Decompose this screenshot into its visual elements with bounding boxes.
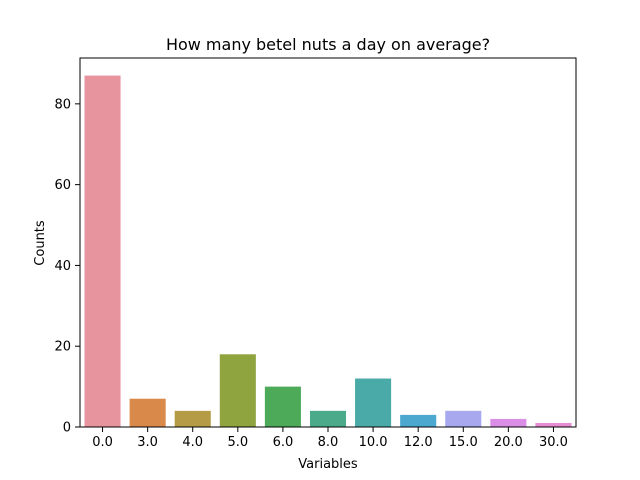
x-axis-label: Variables [298,457,358,472]
bar-4-0 [174,410,211,427]
x-tick-label: 3.0 [137,435,158,450]
bar-8-0 [309,410,347,427]
bar-20-0 [490,418,527,427]
chart-title: How many betel nuts a day on average? [166,35,490,54]
x-tick-label: 15.0 [449,435,478,450]
y-tick-label: 20 [54,340,71,355]
x-tick-label: 8.0 [318,435,339,450]
bar-12-0 [400,414,437,427]
bar-30-0 [535,422,572,427]
y-tick-label: 80 [54,97,71,112]
x-tick-label: 10.0 [359,435,388,450]
x-tick-label: 0.0 [92,435,113,450]
bar-5-0 [219,354,256,427]
bar-10-0 [355,378,392,427]
x-tick-label: 30.0 [539,435,568,450]
y-tick-label: 0 [63,421,71,436]
x-tick-label: 4.0 [182,435,203,450]
x-tick-label: 12.0 [404,435,433,450]
bar-0-0 [84,75,121,427]
y-axis-label: Counts [33,220,48,266]
y-tick-label: 40 [54,259,71,274]
bar-15-0 [445,410,482,427]
y-tick-label: 60 [54,178,71,193]
bars-layer [84,75,572,427]
ticks-layer: 0.0 3.0 4.0 5.0 6.0 8.0 10.0 12.0 15.0 20.0 30.0 0 2… [54,97,567,450]
x-tick-label: 20.0 [494,435,523,450]
bar-6-0 [264,386,301,427]
x-tick-label: 6.0 [273,435,294,450]
bar-3-0 [129,398,166,427]
x-tick-label: 5.0 [227,435,248,450]
